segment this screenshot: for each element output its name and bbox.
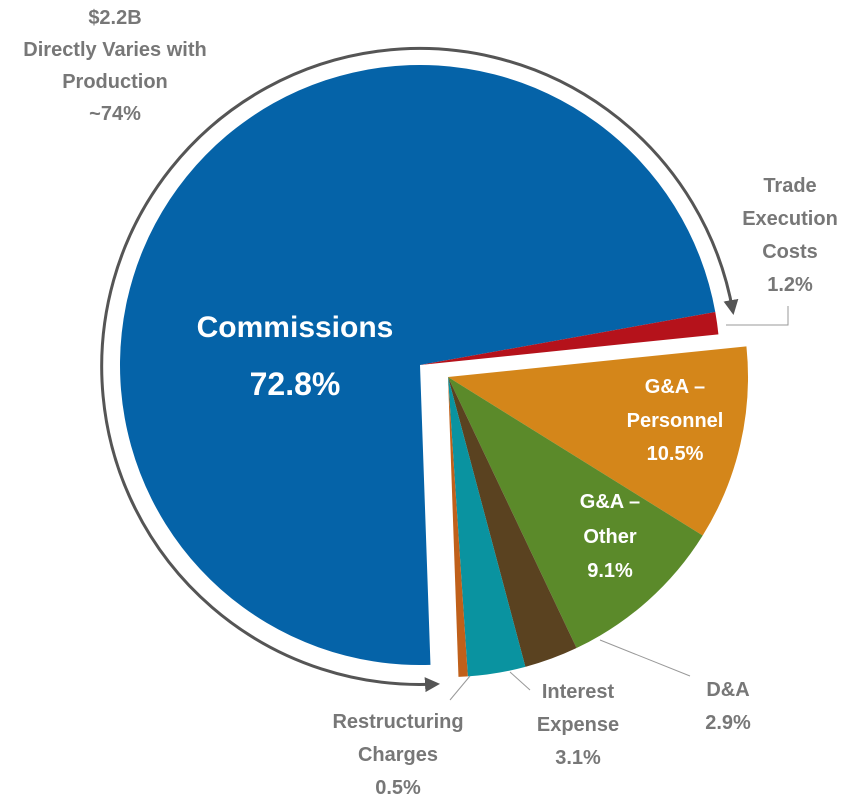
- category-label: Trade Execution Costs: [742, 175, 838, 263]
- value-label: 72.8%: [249, 366, 341, 402]
- slice-label: Trade Execution Costs 1.2%: [730, 170, 850, 302]
- leader-line: [726, 306, 789, 326]
- leader-line: [449, 675, 471, 701]
- slice-label: G&A – Other 9.1%: [555, 485, 665, 588]
- slice-label: Commissions 72.8%: [145, 308, 445, 401]
- value-label: 1.2%: [767, 274, 813, 296]
- annotation-line: $2.2B: [88, 7, 142, 29]
- value-label: 3.1%: [555, 747, 601, 769]
- bracket-arrow: [100, 46, 739, 693]
- annotation-line: ~74%: [89, 103, 141, 125]
- slice-label: G&A – Personnel 10.5%: [610, 370, 740, 471]
- value-label: 0.5%: [375, 777, 421, 799]
- category-label: G&A – Other: [579, 491, 641, 548]
- annotation: $2.2B Directly Varies with Production ~7…: [5, 2, 225, 130]
- slice-label: Restructuring Charges 0.5%: [298, 706, 498, 805]
- category-label: Restructuring Charges: [332, 711, 464, 766]
- category-label: D&A: [706, 679, 750, 701]
- pie-slice: [120, 65, 716, 666]
- leader-line: [599, 639, 691, 677]
- category-label: G&A – Personnel: [626, 376, 724, 432]
- slice-label: D&A 2.9%: [678, 674, 778, 740]
- annotation-line: Directly Varies with Production: [23, 39, 207, 93]
- value-label: 10.5%: [646, 443, 704, 465]
- category-label: Commissions: [196, 311, 394, 344]
- value-label: 9.1%: [587, 560, 633, 582]
- slice-label: Interest Expense 3.1%: [518, 676, 638, 775]
- value-label: 2.9%: [705, 712, 751, 734]
- leader-line: [509, 671, 531, 691]
- category-label: Interest Expense: [536, 681, 620, 736]
